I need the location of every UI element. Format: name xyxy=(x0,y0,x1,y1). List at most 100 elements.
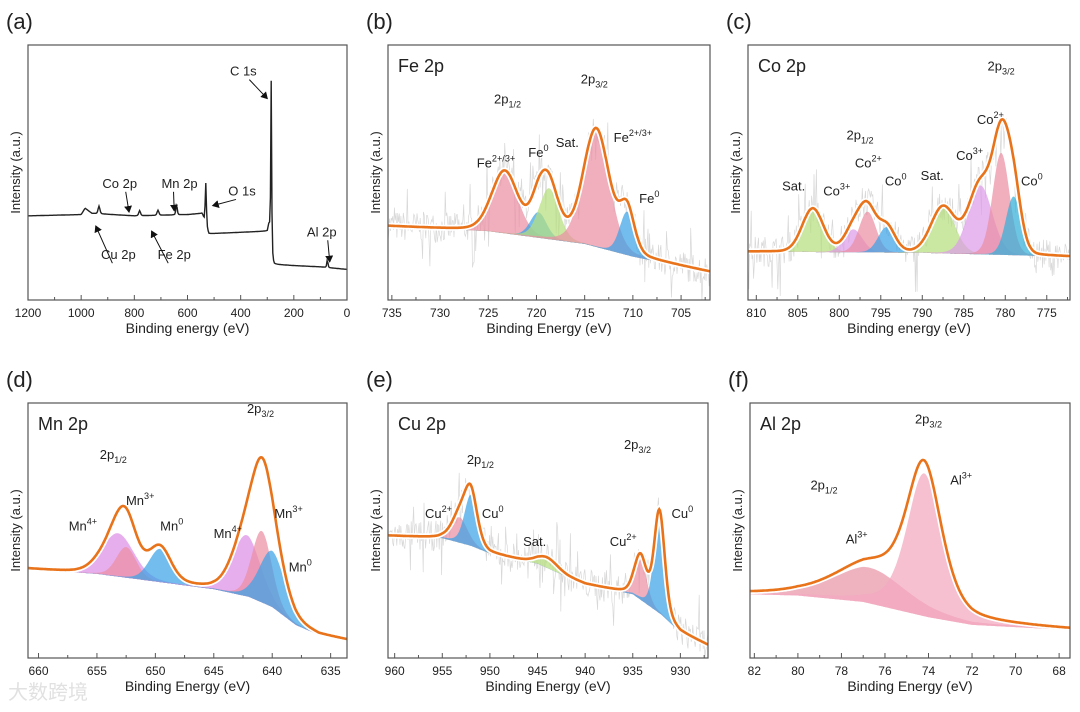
peak-annotation: Sat. xyxy=(556,135,579,150)
peak-annotation: Mn3+ xyxy=(274,504,302,521)
plot-frame xyxy=(387,402,709,659)
x-tick-label: 72 xyxy=(965,664,979,678)
peak-annotation-superscript: 0 xyxy=(307,557,312,567)
peak-annotation-subscript: 1/2 xyxy=(508,100,521,110)
x-tick-label: 940 xyxy=(575,664,595,678)
component-peak-4 xyxy=(388,211,710,272)
peak-annotation-superscript: 3+ xyxy=(857,529,867,539)
peak-annotation: Co 2p xyxy=(102,176,137,191)
watermark: 大数跨境 xyxy=(8,680,88,704)
peak-annotation-text: 2p xyxy=(624,437,638,452)
plot-frame xyxy=(747,44,1071,301)
peak-annotation-text: Sat. xyxy=(782,178,805,193)
component-peak-3 xyxy=(388,535,708,646)
peak-annotation-text: Al xyxy=(950,473,962,488)
peak-annotation-text: Cu 2p xyxy=(101,247,136,262)
panel-title: Co 2p xyxy=(758,56,806,76)
peak-annotation-superscript: 2+ xyxy=(993,110,1003,120)
peak-annotation-superscript: 0 xyxy=(499,504,504,514)
envelope-fit-line xyxy=(388,482,708,646)
component-peak-7 xyxy=(748,196,1070,257)
peak-annotation: Co0 xyxy=(885,171,907,188)
panel-label: (b) xyxy=(366,9,393,34)
peak-annotation-text: Sat. xyxy=(556,135,579,150)
peak-annotation-text: 2p xyxy=(100,447,114,462)
x-axis-label: Binding Energy (eV) xyxy=(486,320,611,336)
peak-annotation: Al3+ xyxy=(950,471,972,488)
peak-annotation: Cu 2p xyxy=(101,247,136,262)
peak-annotation: Cu2+ xyxy=(610,532,637,549)
plot-frame xyxy=(27,402,348,659)
peak-annotation: 2p3/2 xyxy=(915,411,942,429)
peak-annotation-text: Cu xyxy=(425,506,442,521)
peak-annotation: 2p3/2 xyxy=(988,59,1015,77)
peak-annotation: Cu0 xyxy=(671,504,693,521)
plot-area xyxy=(388,472,708,658)
x-tick-label: 775 xyxy=(1037,306,1057,320)
peak-annotation-superscript: 3+ xyxy=(973,146,983,156)
peak-annotation-text: Fe xyxy=(614,130,629,145)
peak-annotation-text: 2p xyxy=(846,127,860,142)
panel-label: (d) xyxy=(6,367,33,392)
x-tick-label: 635 xyxy=(321,664,341,678)
peak-annotation-text: 2p xyxy=(247,401,261,416)
peak-annotation: Co0 xyxy=(1021,171,1043,188)
y-axis-label: Intensity (a.u.) xyxy=(8,489,23,571)
x-tick-label: 800 xyxy=(124,306,144,320)
x-tick-label: 805 xyxy=(788,306,808,320)
peak-annotation: Sat. xyxy=(782,178,805,193)
peak-annotation: Cu2+ xyxy=(425,504,452,521)
x-tick-label: 720 xyxy=(526,306,546,320)
x-tick-label: 200 xyxy=(284,306,304,320)
peak-annotation: Cu0 xyxy=(482,504,504,521)
envelope-halo xyxy=(28,454,347,642)
x-tick-label: 735 xyxy=(382,306,402,320)
x-tick-label: 710 xyxy=(623,306,643,320)
peak-annotation: 2p3/2 xyxy=(581,71,608,89)
x-tick-label: 795 xyxy=(871,306,891,320)
panel-c: (c) 810 805 800 795 790 785 780 775 Binding energ… xyxy=(726,9,1071,336)
peak-annotation-text: 2p xyxy=(581,71,595,86)
plot-area xyxy=(28,454,347,642)
annotation-arrow xyxy=(169,191,178,212)
x-tick-label: 640 xyxy=(262,664,282,678)
peak-annotation-superscript: 2+ xyxy=(871,153,881,163)
survey-spectrum-line xyxy=(28,80,347,271)
peak-annotation-text: Sat. xyxy=(523,534,546,549)
x-tick-label: 955 xyxy=(432,664,452,678)
x-tick-label: 82 xyxy=(748,664,762,678)
peak-annotation-superscript: 4+ xyxy=(87,517,97,527)
component-peak-1 xyxy=(750,473,1070,630)
peak-annotation-text: 2p xyxy=(915,411,929,426)
peak-annotation-text: Co 2p xyxy=(102,176,137,191)
peak-annotation-superscript: 2+ xyxy=(442,504,452,514)
peak-annotation-text: Fe xyxy=(477,155,492,170)
peak-annotation-superscript: 0 xyxy=(654,189,659,199)
component-peak-5 xyxy=(28,550,347,641)
x-tick-label: 730 xyxy=(430,306,450,320)
panel-title: Cu 2p xyxy=(398,414,446,434)
x-tick-label: 1000 xyxy=(68,306,95,320)
annotation-arrow xyxy=(124,191,132,214)
envelope-fit-line xyxy=(388,126,710,273)
peak-annotation-text: Fe 2p xyxy=(158,247,191,262)
x-tick-label: 725 xyxy=(478,306,498,320)
x-tick-label: 0 xyxy=(344,306,351,320)
panel-a: (a) 1200 1000 800 600 400 200 0 Binding energy (… xyxy=(6,9,351,336)
peak-annotation-text: Cu xyxy=(482,506,499,521)
peak-annotation-text: Mn xyxy=(274,506,292,521)
peak-annotation-text: 2p xyxy=(494,92,508,107)
peak-annotation: Mn3+ xyxy=(126,491,154,508)
panel-title: Mn 2p xyxy=(38,414,88,434)
peak-annotation: Fe2+/3+ xyxy=(477,153,515,170)
peak-annotation-superscript: 2+/3+ xyxy=(629,128,652,138)
x-tick-label: 800 xyxy=(829,306,849,320)
peak-annotation-text: Mn xyxy=(126,493,144,508)
y-axis-label: Intensity (a.u.) xyxy=(368,489,383,571)
peak-annotation: Co2+ xyxy=(977,110,1004,127)
panel-label: (f) xyxy=(728,367,749,392)
y-axis-label: Intensity (a.u.) xyxy=(730,489,745,571)
x-tick-label: 785 xyxy=(954,306,974,320)
peak-annotation-text: Cu xyxy=(671,506,688,521)
envelope-fit-line xyxy=(750,458,1070,629)
